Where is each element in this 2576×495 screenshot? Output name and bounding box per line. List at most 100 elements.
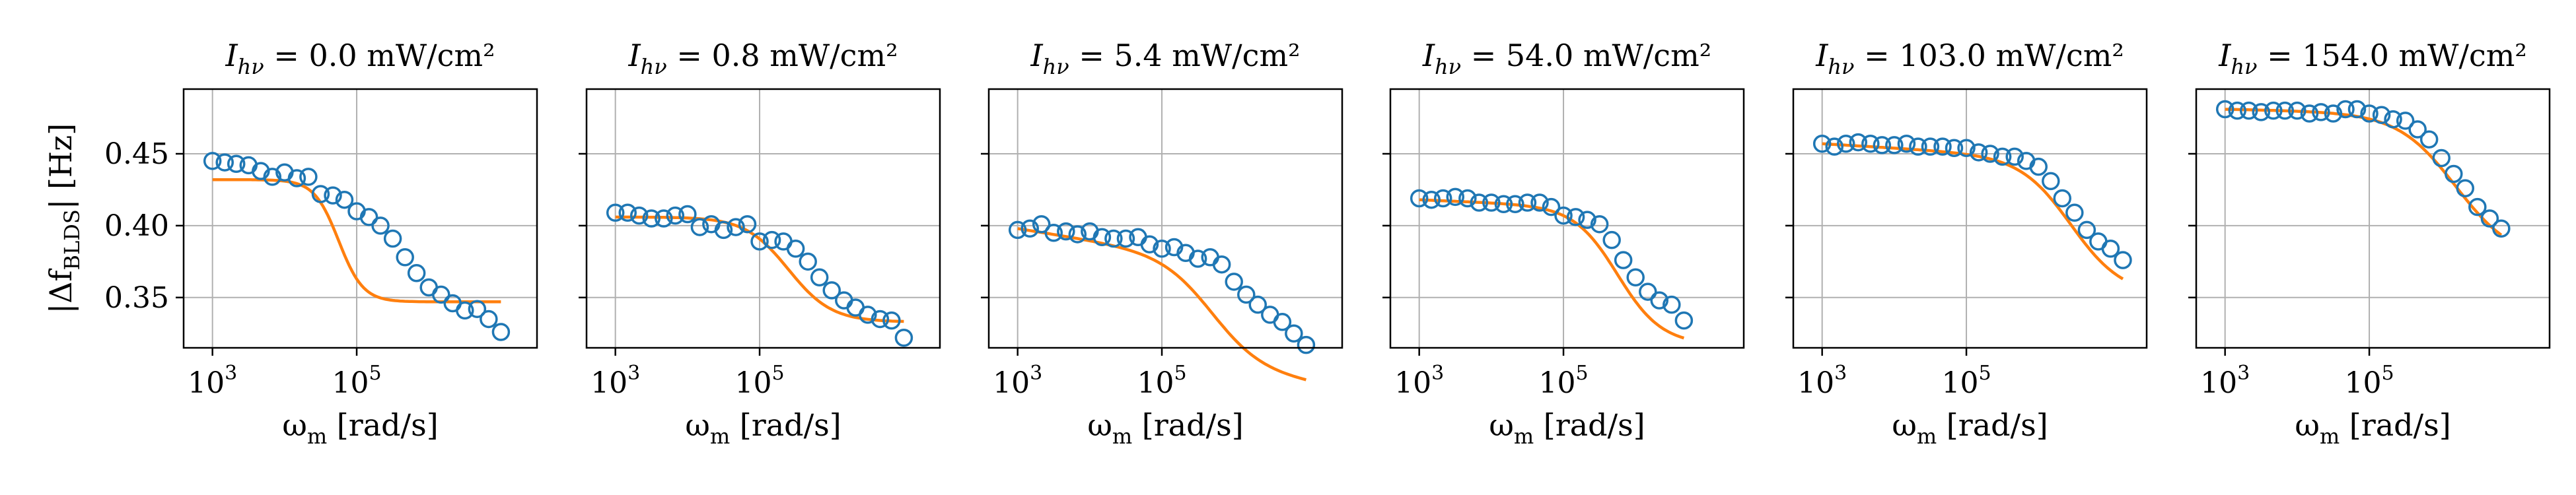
data-point	[2114, 251, 2132, 269]
data-point	[1020, 219, 1039, 238]
x-tick-label: 105	[1137, 362, 1186, 400]
panel-title: Ihν = 5.4 mW/cm²	[1030, 38, 1300, 79]
data-point	[1614, 251, 1633, 269]
plot-frame	[1792, 88, 2148, 349]
data-point	[1188, 249, 1207, 268]
data-point	[1422, 190, 1441, 209]
plot-frame	[585, 88, 941, 349]
data-point	[2005, 147, 2024, 166]
data-point	[2396, 112, 2415, 130]
data-point	[1639, 282, 1657, 301]
panel-title: Ihν = 103.0 mW/cm²	[1815, 38, 2124, 79]
x-tick-label: 103	[1797, 362, 1847, 400]
data-point	[1008, 220, 1027, 240]
data-point	[1674, 311, 1694, 330]
data-point	[2288, 101, 2307, 120]
data-point	[714, 220, 733, 240]
data-point	[1044, 224, 1063, 242]
data-point	[215, 153, 234, 172]
data-point	[629, 206, 649, 225]
data-point	[1092, 228, 1112, 247]
data-point	[1921, 137, 1940, 156]
panel-title: Ihν = 0.8 mW/cm²	[627, 38, 898, 79]
data-point	[383, 229, 402, 248]
data-point	[606, 203, 625, 222]
data-point	[2042, 172, 2060, 191]
data-point	[1849, 133, 1868, 152]
data-point	[432, 285, 450, 304]
chart-panel-2: 103 105 ωm [rad/s] Ihν = 0.8 mW/cm²	[579, 38, 941, 449]
data-point	[468, 300, 487, 318]
y-tick-label: 0.45	[104, 137, 169, 171]
data-point	[1153, 239, 1171, 258]
plot-frame	[2195, 88, 2551, 349]
data-point	[871, 310, 890, 329]
data-point	[335, 190, 354, 209]
data-point	[1861, 135, 1880, 153]
data-point	[859, 306, 877, 324]
data-point	[2480, 209, 2499, 228]
fit-curve	[1822, 142, 2124, 280]
plot-frame	[1389, 88, 1745, 349]
data-point	[2275, 101, 2295, 120]
data-point	[263, 168, 282, 186]
data-point	[1993, 147, 2012, 166]
data-point	[1650, 291, 1669, 310]
data-point	[299, 168, 318, 186]
data-point	[2101, 239, 2120, 258]
x-axis-label: ωm [rad/s]	[1892, 407, 2048, 449]
data-point	[324, 186, 342, 205]
data-point	[618, 203, 637, 222]
data-point	[762, 230, 781, 249]
chart-panel-5: 103 105 ωm [rad/s] Ihν = 103.0 mW/cm²	[1785, 38, 2148, 449]
data-point	[2053, 189, 2072, 208]
x-tick-label: 103	[590, 362, 640, 400]
data-point	[2264, 101, 2283, 120]
data-point	[1554, 206, 1573, 225]
panel-title: Ihν = 54.0 mW/cm²	[1422, 38, 1711, 79]
data-point	[1506, 195, 1524, 213]
data-point	[2445, 164, 2463, 183]
data-point	[311, 185, 330, 203]
data-point	[1225, 273, 1243, 291]
data-point	[2360, 104, 2379, 123]
data-point	[1273, 313, 1292, 331]
data-point	[396, 248, 414, 267]
data-point	[1458, 189, 1477, 208]
data-point	[1446, 187, 1465, 207]
data-point	[1470, 193, 1489, 212]
y-axis-label-text: |ΔfBLDS| [Hz]	[43, 123, 85, 314]
data-point	[2456, 179, 2475, 198]
plot-frame	[182, 88, 538, 349]
data-point	[491, 323, 511, 341]
x-axis-label: ωm [rad/s]	[1489, 407, 1645, 449]
data-point	[1482, 193, 1501, 212]
data-point	[1116, 229, 1135, 248]
chart-panel-3: 103 105 ωm [rad/s] Ihν = 5.4 mW/cm²	[981, 38, 1343, 449]
data-point	[2300, 104, 2319, 123]
x-tick-label: 103	[1394, 362, 1444, 400]
panel-title: Ihν = 154.0 mW/cm²	[2218, 38, 2527, 79]
data-point	[1057, 222, 1075, 241]
data-point	[2336, 100, 2355, 119]
data-point	[1104, 229, 1123, 248]
data-point	[786, 239, 805, 258]
data-point	[1518, 193, 1537, 212]
data-point	[2215, 100, 2235, 119]
data-point	[2239, 101, 2258, 120]
x-tick-label: 105	[332, 362, 381, 400]
data-point	[822, 281, 841, 300]
data-point	[1212, 255, 1231, 274]
data-point	[642, 209, 661, 228]
data-point	[1969, 143, 1988, 162]
data-point	[1068, 225, 1087, 244]
data-point	[750, 232, 769, 251]
data-point	[1897, 135, 1916, 153]
x-tick-label: 105	[734, 362, 784, 400]
data-point	[810, 268, 829, 287]
data-point	[1530, 193, 1549, 212]
data-point	[1590, 214, 1609, 234]
x-tick-label: 105	[1941, 362, 1991, 400]
x-tick-label: 103	[2200, 362, 2250, 400]
